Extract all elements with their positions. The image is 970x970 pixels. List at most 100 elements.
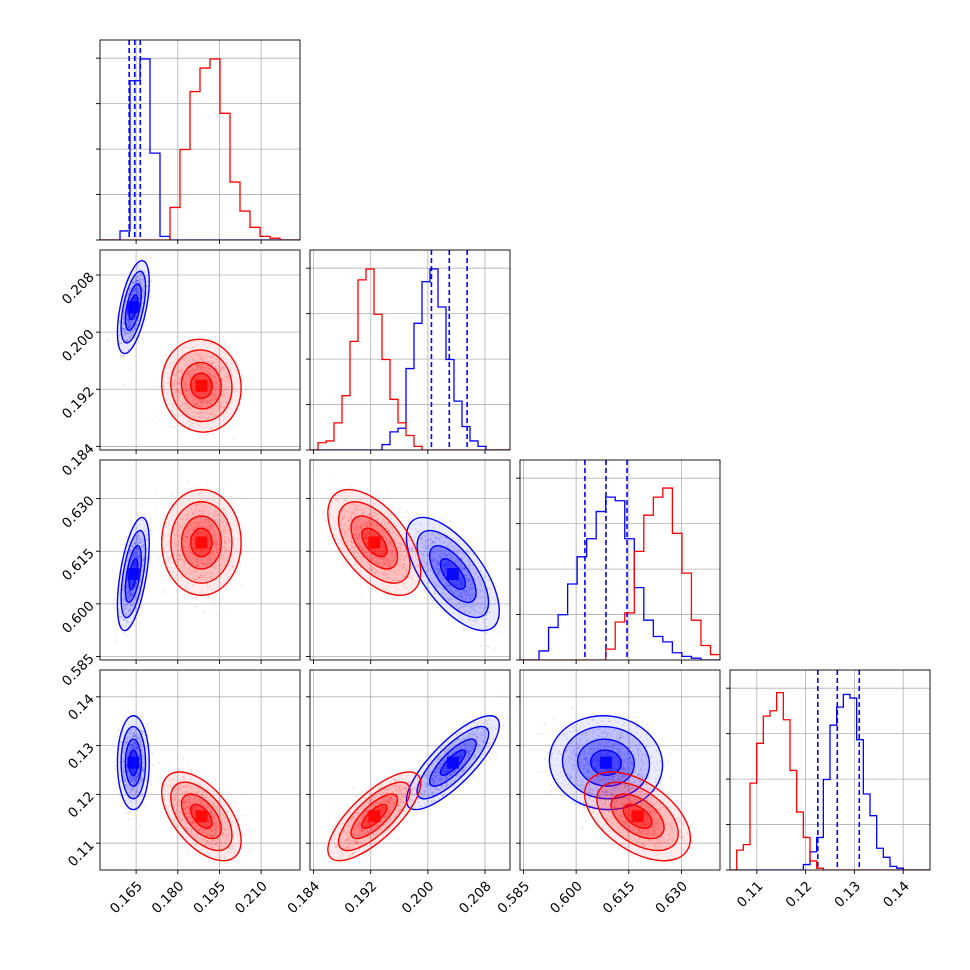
sample-point: [128, 288, 131, 291]
sample-point: [123, 579, 125, 581]
sample-point: [136, 546, 139, 549]
sample-point: [230, 362, 232, 365]
sample-point: [484, 575, 486, 578]
sample-point: [206, 372, 209, 375]
sample-point: [449, 540, 452, 543]
sample-point: [208, 544, 211, 546]
sample-point: [434, 585, 436, 587]
sample-point: [464, 599, 467, 602]
sample-point: [129, 551, 132, 554]
sample-point: [217, 521, 220, 524]
sample-point: [342, 501, 345, 503]
sample-point: [181, 402, 184, 405]
sample-point: [356, 508, 358, 511]
sample-point: [130, 558, 133, 561]
sample-point: [140, 337, 143, 340]
sample-point: [240, 584, 243, 586]
sample-point: [204, 578, 207, 581]
sample-point: [136, 526, 139, 529]
sample-point: [173, 374, 176, 377]
sample-point: [220, 508, 223, 511]
sample-point: [464, 568, 467, 570]
sample-point: [432, 549, 435, 551]
sample-point: [380, 558, 382, 560]
sample-point: [443, 563, 446, 565]
sample-point: [186, 373, 189, 375]
sample-point: [432, 561, 434, 564]
sample-point: [133, 551, 136, 554]
sample-point: [139, 541, 142, 544]
sample-point: [185, 393, 188, 395]
sample-point: [459, 549, 462, 552]
sample-point: [145, 557, 148, 560]
sample-point: [453, 545, 456, 548]
sample-point: [132, 281, 135, 283]
sample-point: [202, 530, 204, 533]
sample-point: [119, 341, 122, 344]
sample-point: [436, 561, 439, 564]
sample-point: [206, 400, 209, 403]
sample-point: [454, 620, 457, 622]
sample-point: [180, 558, 183, 560]
sample-point: [188, 406, 191, 409]
sample-point: [209, 409, 212, 411]
sample-point: [124, 618, 126, 620]
sample-point: [204, 366, 207, 369]
sample-point: [197, 353, 199, 356]
sample-point: [435, 538, 438, 541]
sample-point: [198, 553, 201, 555]
sample-point: [134, 328, 136, 331]
sample-point: [375, 551, 378, 553]
sample-point: [163, 536, 166, 539]
sample-point: [194, 526, 197, 529]
sample-point: [137, 543, 139, 545]
sample-point: [215, 382, 218, 385]
sample-point: [446, 584, 449, 587]
sample-point: [133, 327, 136, 330]
sample-point: [189, 377, 191, 380]
sample-point: [461, 558, 464, 560]
sample-point: [132, 553, 135, 556]
sample-point: [469, 597, 471, 600]
sample-point: [218, 381, 221, 384]
sample-point: [200, 551, 203, 553]
sample-point: [168, 556, 171, 558]
sample-point: [201, 521, 204, 524]
sample-point: [226, 362, 229, 365]
sample-point: [432, 577, 435, 579]
sample-point: [183, 563, 186, 566]
sample-point: [122, 589, 124, 591]
sample-point: [132, 545, 135, 548]
sample-point: [461, 582, 464, 585]
sample-point: [483, 586, 485, 588]
sample-point: [471, 586, 474, 588]
sample-point: [131, 295, 133, 297]
sample-point: [138, 290, 141, 292]
sample-point: [367, 524, 370, 526]
sample-point: [376, 558, 379, 560]
sample-point: [171, 383, 174, 386]
sample-point: [365, 524, 368, 527]
contour-line: [170, 349, 233, 423]
sample-point: [177, 541, 180, 543]
sample-point: [137, 557, 140, 560]
sample-point: [214, 557, 217, 560]
sample-point: [206, 368, 208, 370]
sample-point: [224, 573, 227, 576]
sample-point: [464, 598, 467, 600]
sample-point: [472, 593, 475, 596]
sample-point: [191, 361, 194, 363]
sample-point: [442, 559, 444, 562]
sample-point: [196, 343, 199, 346]
sample-point: [198, 524, 200, 527]
sample-point: [459, 605, 462, 608]
sample-point: [430, 542, 433, 544]
sample-point: [196, 399, 198, 402]
sample-point: [203, 571, 206, 574]
sample-point: [474, 571, 477, 574]
sample-point: [225, 375, 228, 378]
sample-point: [169, 366, 172, 369]
sample-point: [471, 582, 473, 585]
sample-point: [142, 558, 145, 561]
sample-point: [238, 382, 241, 385]
